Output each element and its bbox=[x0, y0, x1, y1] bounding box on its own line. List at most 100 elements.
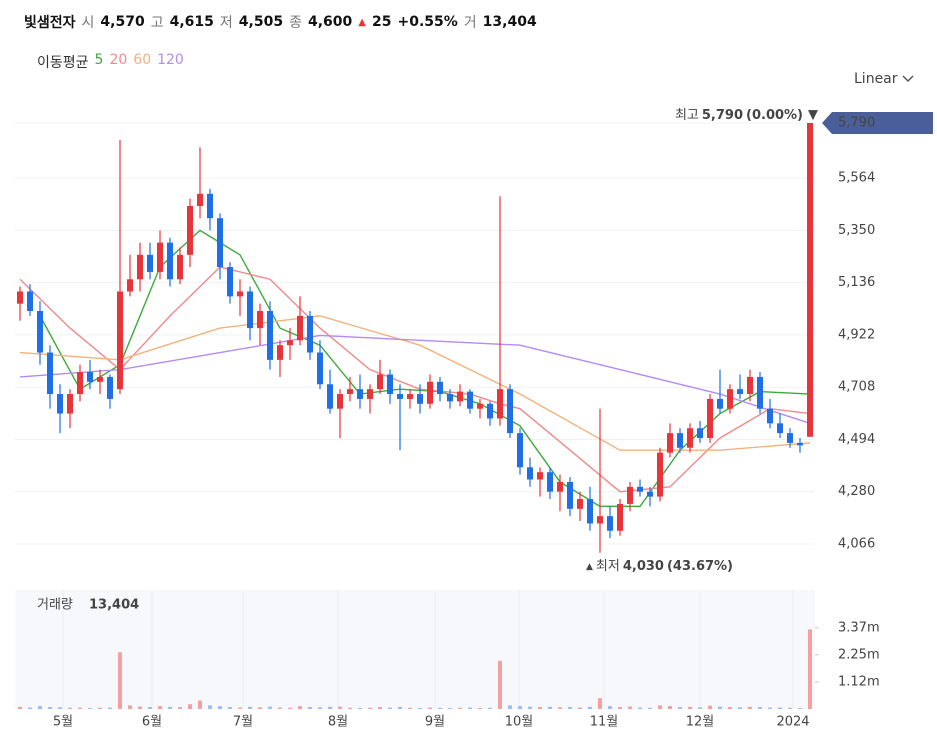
item-value: 4,505 bbox=[238, 14, 284, 30]
volume-bar bbox=[668, 706, 672, 709]
candle-body bbox=[727, 389, 733, 409]
high-arrow: ▼ bbox=[808, 107, 818, 122]
x-tick-label: 10월 bbox=[505, 715, 534, 730]
candle-body bbox=[367, 389, 373, 399]
candle-body bbox=[467, 391, 473, 409]
annotation-part: 5,790 bbox=[702, 107, 743, 122]
volume-bar bbox=[528, 706, 532, 709]
y-tick-label: 5,136 bbox=[838, 275, 875, 290]
volume-bar bbox=[588, 706, 592, 709]
volume-bar bbox=[648, 707, 652, 709]
candle-body bbox=[707, 398, 713, 438]
volume-bar bbox=[178, 707, 182, 709]
candle-body bbox=[57, 394, 63, 414]
ma-legend-item[interactable]: 20 bbox=[109, 52, 128, 68]
volume-bar bbox=[378, 707, 382, 709]
scale-selector[interactable]: Linear bbox=[854, 71, 914, 87]
candle-body bbox=[167, 242, 173, 280]
annotation-part: 4,030 bbox=[623, 559, 664, 574]
x-tick-label: 9월 bbox=[425, 715, 445, 730]
ma-items: 5 20 60 120 bbox=[95, 52, 184, 72]
candle-body bbox=[757, 376, 763, 409]
volume-bar bbox=[218, 706, 222, 709]
x-tick-label: 6월 bbox=[142, 715, 162, 730]
candle-body bbox=[47, 352, 53, 395]
volume-bar bbox=[48, 707, 52, 709]
candle-body bbox=[457, 391, 463, 402]
ma-legend-item[interactable]: 60 bbox=[133, 52, 152, 68]
candle-body bbox=[117, 291, 123, 390]
candle-body bbox=[327, 384, 333, 409]
candle-body bbox=[487, 403, 493, 419]
volume-bar bbox=[288, 707, 292, 709]
candle-body bbox=[297, 315, 303, 341]
candle-body bbox=[207, 193, 213, 219]
candle-body bbox=[417, 394, 423, 404]
high-annotation: 최고 5,790 (0.00%) bbox=[675, 107, 803, 122]
candle-body bbox=[527, 467, 533, 480]
volume-bar bbox=[778, 707, 782, 709]
volume-bar bbox=[98, 707, 102, 709]
item-label: 저 bbox=[219, 15, 233, 31]
candle-body bbox=[217, 218, 223, 268]
item-value: 4,600 bbox=[307, 14, 353, 30]
candle-body bbox=[717, 398, 723, 409]
volume-bar bbox=[678, 707, 682, 709]
volume-bar bbox=[238, 707, 242, 709]
volume-bar bbox=[658, 705, 662, 709]
volume-bar bbox=[138, 706, 142, 709]
annotation-part: (0.00%) bbox=[746, 107, 803, 122]
volume-bar bbox=[58, 707, 62, 709]
low-arrow: ▲ bbox=[586, 562, 593, 572]
candle-body bbox=[187, 205, 193, 255]
volume-bar bbox=[308, 707, 312, 709]
volume-bar bbox=[298, 706, 302, 709]
volume-bar bbox=[418, 708, 422, 709]
volume-bar bbox=[688, 706, 692, 709]
candle-body bbox=[307, 315, 313, 353]
ma-line bbox=[19, 334, 811, 425]
ma-line bbox=[39, 229, 811, 508]
candle-body bbox=[137, 254, 143, 280]
candle-body bbox=[227, 267, 233, 297]
volume-label: 거 bbox=[463, 15, 477, 31]
candle-body bbox=[37, 311, 43, 353]
item-label: 시 bbox=[81, 15, 95, 31]
item-value: 4,570 bbox=[100, 14, 145, 30]
item-value: 4,615 bbox=[169, 14, 214, 30]
candle-body bbox=[767, 408, 773, 424]
volume-bar bbox=[408, 707, 412, 709]
volume-bar bbox=[628, 706, 632, 709]
volume-bar bbox=[518, 706, 522, 709]
volume-bar bbox=[258, 707, 262, 709]
volume-bar bbox=[428, 707, 432, 709]
volume-bar bbox=[498, 660, 502, 709]
volume-panel bbox=[15, 590, 815, 709]
volume-bar bbox=[738, 707, 742, 709]
scale-label[interactable]: Linear bbox=[854, 71, 898, 87]
candle-body bbox=[537, 472, 543, 480]
candle-body bbox=[257, 311, 263, 329]
candle-body bbox=[107, 376, 113, 399]
volume-bar bbox=[698, 707, 702, 709]
ma-line bbox=[19, 266, 811, 493]
volume-bar bbox=[398, 706, 402, 709]
y-tick-label: 4,922 bbox=[838, 327, 875, 342]
candle-body bbox=[737, 389, 743, 395]
volume-bar bbox=[508, 705, 512, 709]
candle-body bbox=[77, 372, 83, 395]
candle-body bbox=[67, 394, 73, 414]
change-pct: +0.55% bbox=[397, 14, 458, 30]
x-tick-label: 11월 bbox=[590, 715, 619, 730]
ma-legend-item[interactable]: 5 bbox=[94, 52, 104, 68]
volume-bar bbox=[78, 707, 82, 709]
volume-bar bbox=[118, 652, 122, 709]
candle-body bbox=[797, 442, 803, 446]
volume-bar bbox=[748, 706, 752, 709]
candle-body bbox=[477, 403, 483, 409]
ma-legend-item[interactable]: 120 bbox=[157, 52, 184, 68]
candle-body bbox=[17, 291, 23, 304]
volume-bar bbox=[458, 707, 462, 709]
volume-bar bbox=[228, 707, 232, 709]
